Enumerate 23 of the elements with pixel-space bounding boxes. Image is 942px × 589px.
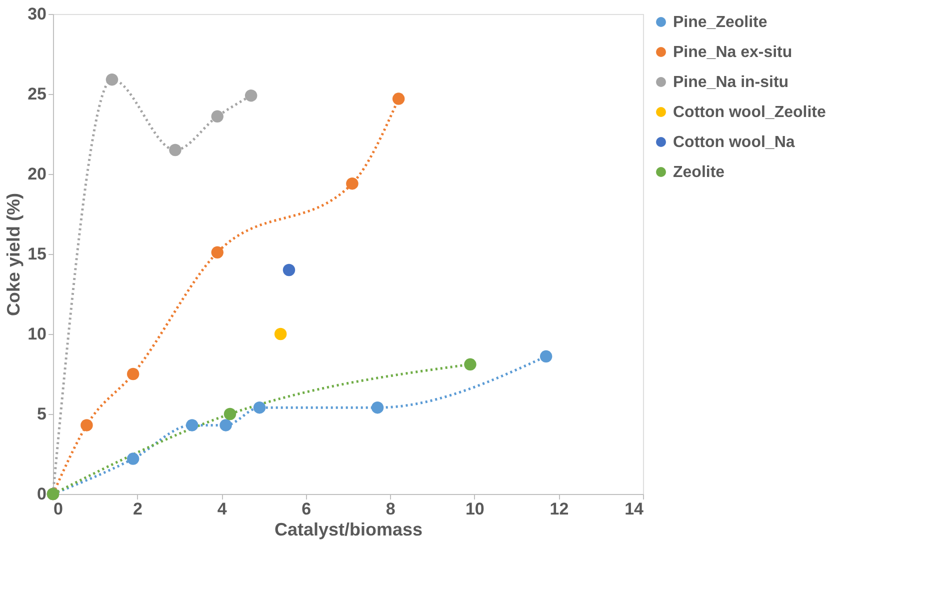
y-tick-label: 25 [28,84,46,104]
x-tick-label: 8 [386,500,396,518]
legend-label: Cotton wool_Zeolite [673,104,826,121]
x-tick-label: 14 [624,500,644,518]
x-tick-label: 0 [54,500,63,518]
y-tick-label: 20 [28,164,46,184]
legend-label: Cotton wool_Na [673,134,795,151]
x-tick-label: 2 [133,500,143,518]
x-tick-label: 6 [302,500,312,518]
y-tick-label: 0 [37,484,46,504]
legend-label: Pine_Zeolite [673,14,768,31]
x-tick-label: 10 [465,500,484,518]
y-tick-label: 30 [28,4,46,24]
legend-label: Zeolite [673,164,725,181]
y-tick-label: 5 [37,404,46,424]
legend-label: Pine_Na in-situ [673,74,789,91]
y-axis-title: Coke yield (%) [4,192,24,316]
x-tick-label: 4 [217,500,228,518]
y-tick-label: 15 [28,244,46,264]
x-axis-title: Catalyst/biomass [274,520,423,540]
legend-label: Pine_Na ex-situ [673,44,792,61]
y-tick-label: 10 [28,324,46,344]
x-tick-label: 12 [550,500,569,518]
